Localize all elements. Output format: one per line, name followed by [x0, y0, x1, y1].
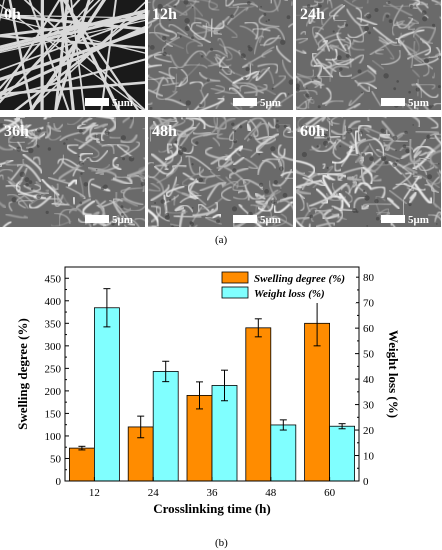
panel-label-a: (a) — [215, 234, 228, 246]
micrograph-time-label: 60h — [300, 123, 325, 140]
micrograph-panel: 0h 5μm — [0, 0, 145, 110]
y-right-tick-label: 60 — [363, 323, 375, 335]
micrograph-panel: 48h 5μm — [148, 117, 293, 227]
scale-bar — [381, 98, 405, 106]
x-axis-title: Crosslinking time (h) — [153, 501, 271, 516]
bar-weight-loss — [211, 385, 238, 482]
y-right-tick-label: 30 — [363, 400, 375, 412]
sem-micrograph-grid: 0h 5μm 12h 5μm 24h 5μm 36h 5μm 48h 5μm 60h 5μm — [0, 0, 441, 227]
y-left-tick-label: 350 — [45, 318, 62, 330]
legend: Swelling degree (%) Weight loss (%) — [218, 268, 356, 303]
error-bar — [137, 415, 145, 439]
micrograph-panel: 24h 5μm — [296, 0, 441, 110]
panel-label-b: (b) — [215, 537, 228, 549]
micrograph-time-label: 36h — [4, 123, 29, 140]
y-left-tick-label: 200 — [45, 386, 62, 398]
micrograph-time-label: 48h — [152, 123, 177, 140]
micrograph-time-label: 24h — [300, 6, 325, 23]
x-tick-label: 48 — [265, 487, 277, 499]
y-right-tick-label: 70 — [363, 298, 375, 310]
legend-label: Swelling degree (%) — [254, 273, 345, 285]
bar-swelling-degree — [245, 327, 272, 482]
scale-bar-label: 5μm — [260, 97, 281, 109]
y-right-tick-label: 80 — [363, 272, 375, 284]
y-left-tick-label: 50 — [50, 453, 62, 465]
micrograph-time-label: 0h — [4, 6, 21, 23]
y-left-tick-label: 300 — [45, 341, 62, 353]
error-bar — [196, 381, 203, 410]
scale-bar — [233, 215, 257, 223]
bar-weight-loss — [152, 371, 179, 482]
scale-bar-label: 5μm — [112, 97, 133, 109]
y-right-tick-label: 10 — [363, 451, 375, 463]
y-axis-right-title: Weight loss (%) — [386, 330, 401, 418]
error-bar — [162, 360, 170, 383]
y-right-tick-label: 20 — [363, 425, 375, 437]
x-tick-label: 12 — [89, 487, 100, 499]
error-bar — [254, 318, 262, 338]
error-bar — [279, 419, 287, 431]
error-bar — [221, 369, 228, 402]
scale-bar-label: 5μm — [260, 214, 281, 226]
scale-bar — [85, 98, 109, 106]
micrograph-panel: 60h 5μm — [296, 117, 441, 227]
bar-weight-loss — [270, 424, 297, 482]
scale-bar-label: 5μm — [408, 214, 429, 226]
bar-weight-loss — [329, 425, 356, 482]
y-right-tick-label: 50 — [363, 349, 375, 361]
legend-swatch — [221, 271, 249, 284]
legend-swatch — [221, 286, 249, 299]
bar-weight-loss — [94, 307, 120, 482]
bar-swelling-degree — [69, 447, 95, 482]
micrograph-time-label: 12h — [152, 6, 177, 23]
x-tick-label: 24 — [148, 487, 160, 499]
scale-bar-label: 5μm — [408, 97, 429, 109]
swelling-weightloss-chart: 0 50 100 150 200 250 300 350 400 450 0 10 20 30 40 50 6… — [15, 266, 401, 516]
scale-bar-label: 5μm — [112, 214, 133, 226]
y-left-tick-label: 150 — [45, 408, 62, 420]
y-left-tick-label: 400 — [45, 296, 62, 308]
y-left-tick-label: 450 — [45, 273, 62, 285]
y-axis-left-title: Swelling degree (%) — [15, 318, 30, 430]
y-left-tick-label: 100 — [45, 431, 62, 443]
x-tick-label: 60 — [324, 487, 336, 499]
y-right-tick-label: 0 — [363, 476, 369, 488]
error-bar — [78, 445, 86, 451]
scale-bar — [381, 215, 405, 223]
micrograph-image — [148, 0, 293, 110]
y-left-tick-label: 250 — [45, 363, 62, 375]
y-left-tick-label: 0 — [56, 476, 62, 488]
y-right-tick-label: 40 — [363, 374, 375, 386]
micrograph-panel: 12h 5μm — [148, 0, 293, 110]
error-bar — [103, 288, 111, 328]
scale-bar — [233, 98, 257, 106]
x-tick-label: 36 — [207, 487, 219, 499]
bar-swelling-degree — [304, 322, 331, 482]
micrograph-panel: 36h 5μm — [0, 117, 145, 227]
scale-bar — [85, 215, 109, 223]
error-bar — [338, 423, 346, 430]
legend-label: Weight loss (%) — [254, 288, 325, 300]
